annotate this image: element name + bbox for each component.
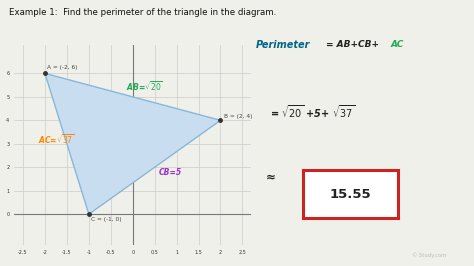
Text: CB=5: CB=5: [159, 168, 182, 177]
Text: B = (2, 4): B = (2, 4): [224, 114, 252, 119]
Polygon shape: [45, 73, 220, 214]
Text: AB=$\sqrt{20}$: AB=$\sqrt{20}$: [126, 80, 163, 93]
Text: AC=$\sqrt{37}$: AC=$\sqrt{37}$: [38, 132, 75, 146]
Text: C = (-1, 0): C = (-1, 0): [91, 217, 122, 222]
Text: AC: AC: [390, 40, 403, 49]
Text: = AB+CB+: = AB+CB+: [326, 40, 379, 49]
Text: © Study.com: © Study.com: [412, 252, 447, 258]
Text: = $\sqrt{20}$ +5+ $\sqrt{37}$: = $\sqrt{20}$ +5+ $\sqrt{37}$: [270, 104, 355, 120]
Text: Example 1:  Find the perimeter of the triangle in the diagram.: Example 1: Find the perimeter of the tri…: [9, 8, 277, 17]
Text: ≈: ≈: [265, 170, 275, 183]
Text: A = (-2, 6): A = (-2, 6): [47, 65, 78, 70]
Text: 15.55: 15.55: [330, 188, 372, 201]
Text: Perimeter: Perimeter: [256, 40, 310, 50]
